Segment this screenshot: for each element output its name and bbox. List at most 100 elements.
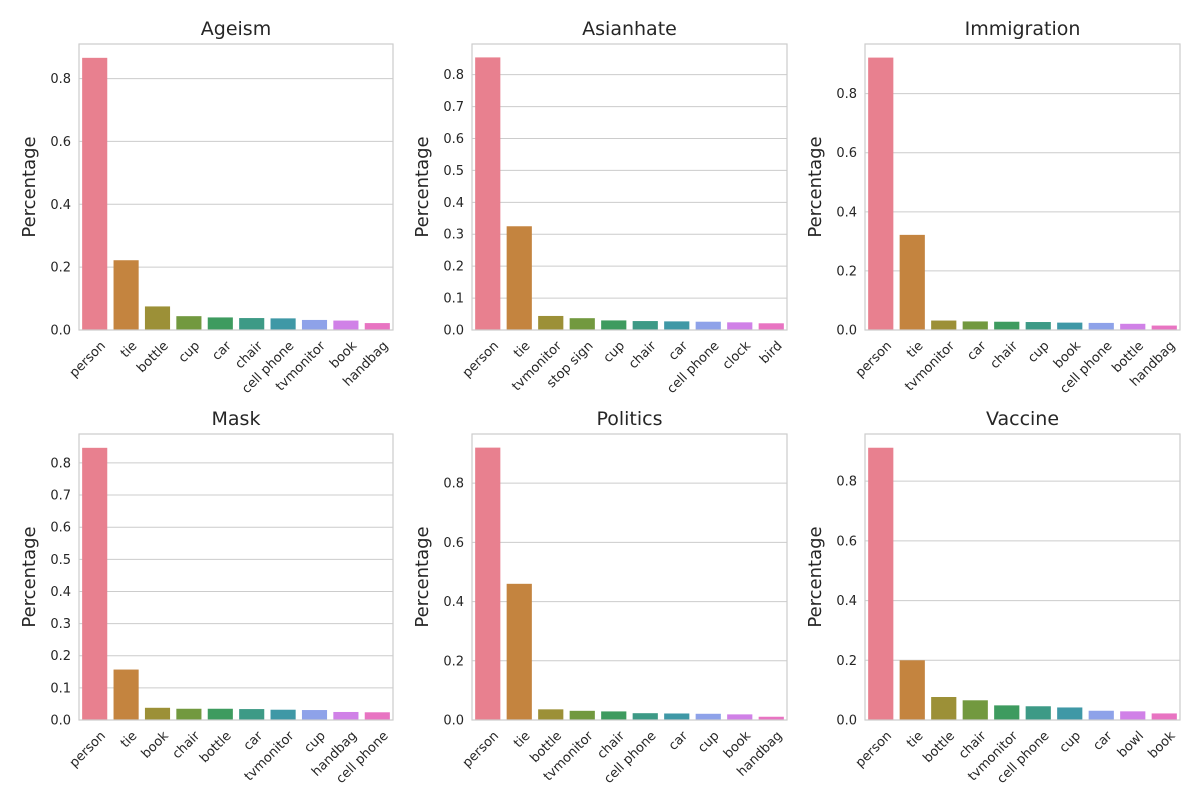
chart-title: Asianhate — [582, 18, 677, 40]
y-tick-label: 0.6 — [443, 536, 464, 551]
x-tick-label: bottle — [197, 729, 234, 766]
bar — [601, 711, 627, 720]
bar — [1025, 322, 1051, 330]
bar — [931, 320, 957, 330]
plot-frame — [78, 43, 394, 331]
x-tick-label: cup — [301, 729, 328, 756]
bar — [1120, 711, 1146, 720]
bar — [176, 708, 202, 720]
bar — [931, 697, 957, 720]
plot-frame — [864, 433, 1181, 721]
bar — [239, 318, 265, 330]
plot-frame — [864, 43, 1181, 331]
bar — [899, 234, 925, 330]
bar — [301, 319, 328, 330]
bar — [758, 716, 784, 720]
y-axis-label: Percentage — [412, 136, 433, 237]
chart-title: Politics — [596, 408, 662, 430]
bar — [962, 321, 988, 330]
x-tick-label: tie — [904, 339, 926, 361]
y-tick-label: 0.6 — [836, 534, 857, 549]
y-tick-label: 0.0 — [443, 324, 464, 339]
y-axis-label: Percentage — [412, 526, 433, 627]
x-tick-label: person — [67, 729, 109, 771]
bar — [1088, 322, 1114, 330]
bar — [113, 669, 139, 720]
y-tick-label: 0.0 — [836, 714, 857, 729]
bar — [632, 321, 658, 330]
bar — [270, 709, 296, 720]
bar — [899, 660, 925, 720]
bar — [113, 260, 139, 330]
x-tick-label: cup — [176, 339, 203, 366]
y-tick-label: 0.1 — [443, 292, 464, 307]
y-tick-label: 0.4 — [50, 585, 71, 600]
y-tick-label: 0.0 — [50, 324, 71, 339]
bar — [1057, 322, 1083, 330]
bar — [333, 320, 359, 330]
y-tick-label: 0.0 — [836, 324, 857, 339]
chart-title: Immigration — [965, 18, 1081, 40]
y-tick-label: 0.0 — [443, 714, 464, 729]
bar — [364, 323, 390, 330]
bar — [364, 712, 390, 720]
bar — [1057, 707, 1083, 720]
y-tick-label: 0.1 — [50, 681, 71, 696]
y-tick-label: 0.3 — [443, 228, 464, 243]
chart-panel: 0.0 0.1 0.2 0.3 0.4 0.5 0.6 0.7 0.8 person tiebook… — [19, 408, 394, 787]
x-tick-label: chair — [988, 338, 1022, 372]
y-tick-label: 0.4 — [836, 205, 857, 220]
bar — [538, 709, 564, 720]
y-axis-label: Percentage — [805, 136, 826, 237]
bar — [82, 447, 108, 720]
y-tick-label: 0.5 — [50, 553, 71, 568]
y-tick-label: 0.8 — [836, 87, 857, 102]
y-tick-label: 0.5 — [443, 164, 464, 179]
x-tick-label: car — [666, 728, 692, 754]
y-tick-label: 0.2 — [50, 261, 71, 276]
x-tick-label: person — [460, 729, 502, 771]
bar — [333, 711, 359, 720]
bar — [569, 710, 595, 720]
bar — [144, 306, 171, 330]
x-tick-label: tie — [904, 729, 926, 751]
x-tick-label: bottle — [134, 339, 171, 376]
x-tick-label: car — [964, 338, 990, 364]
x-tick-label: person — [853, 339, 895, 381]
y-tick-label: 0.7 — [443, 100, 464, 115]
x-tick-label: clock — [720, 338, 755, 373]
y-tick-label: 0.8 — [50, 456, 71, 471]
bar — [239, 709, 265, 720]
bar — [301, 710, 328, 720]
bar — [207, 317, 233, 330]
plot-frame — [78, 433, 394, 721]
x-tick-label: tie — [118, 729, 140, 751]
bar — [695, 713, 721, 720]
x-tick-label: cup — [695, 729, 722, 756]
y-tick-label: 0.8 — [50, 72, 71, 87]
bar — [1151, 325, 1177, 330]
plot-frame — [471, 43, 788, 331]
x-tick-label: person — [460, 339, 502, 381]
bar — [994, 321, 1020, 330]
x-tick-label: bottle — [921, 729, 958, 766]
bar — [475, 57, 501, 330]
y-tick-label: 0.4 — [443, 595, 464, 610]
y-tick-label: 0.4 — [836, 594, 857, 609]
x-tick-label: cup — [1057, 729, 1084, 756]
x-tick-label: car — [1090, 728, 1116, 754]
chart-title: Ageism — [201, 18, 271, 40]
bar — [144, 707, 171, 720]
bar — [176, 316, 202, 330]
bar — [727, 714, 753, 720]
x-tick-label: car — [241, 728, 267, 754]
bar — [1120, 323, 1146, 330]
y-tick-label: 0.2 — [443, 654, 464, 669]
bar — [475, 447, 501, 720]
x-tick-label: person — [853, 729, 895, 771]
bar — [664, 321, 690, 330]
